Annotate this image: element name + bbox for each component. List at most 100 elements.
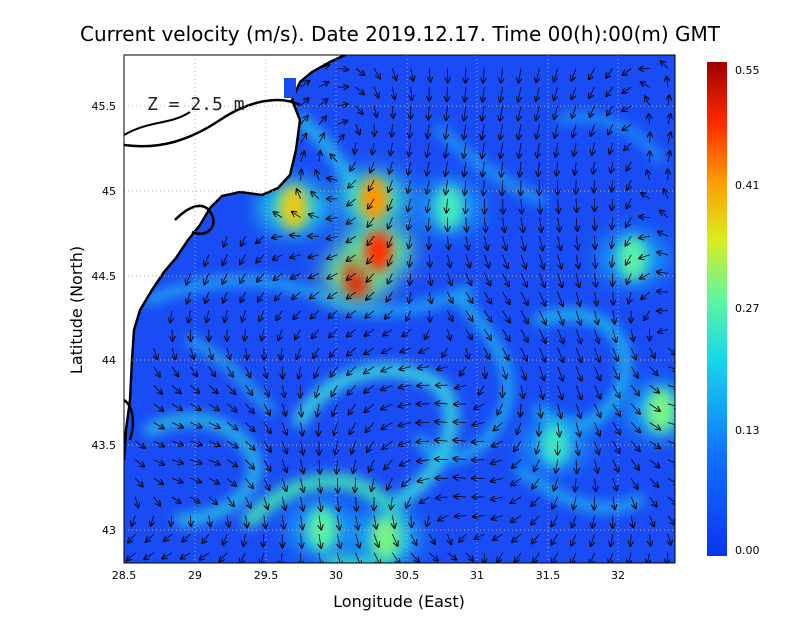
velocity-arrow bbox=[475, 533, 485, 539]
velocity-arrow bbox=[388, 273, 393, 283]
velocity-arrow bbox=[649, 347, 655, 358]
velocity-arrow bbox=[328, 291, 338, 298]
velocity-arrow bbox=[226, 384, 235, 394]
velocity-arrow bbox=[364, 384, 375, 393]
velocity-arrow bbox=[630, 496, 636, 508]
velocity-arrow bbox=[300, 81, 310, 88]
velocity-arrow bbox=[208, 366, 216, 377]
velocity-arrow bbox=[575, 366, 582, 381]
velocity-arrow bbox=[554, 68, 558, 82]
velocity-arrow bbox=[446, 198, 447, 213]
velocity-arrow bbox=[208, 477, 219, 483]
speed-hotspot bbox=[279, 185, 308, 230]
velocity-arrow bbox=[667, 477, 675, 484]
velocity-arrow bbox=[373, 68, 380, 79]
velocity-arrow bbox=[521, 236, 525, 250]
velocity-arrow bbox=[347, 198, 356, 206]
velocity-arrow bbox=[459, 533, 467, 542]
velocity-arrow bbox=[417, 441, 430, 442]
velocity-arrow bbox=[518, 68, 521, 83]
velocity-arrow bbox=[263, 459, 271, 471]
velocity-arrow bbox=[331, 366, 338, 377]
velocity-arrow bbox=[576, 422, 580, 437]
velocity-arrow bbox=[256, 254, 265, 263]
velocity-arrow bbox=[557, 385, 563, 399]
velocity-arrow bbox=[650, 534, 651, 545]
velocity-arrow bbox=[631, 515, 633, 528]
velocity-arrow bbox=[153, 477, 163, 484]
y-tick-label: 45.5 bbox=[92, 100, 117, 113]
velocity-arrows bbox=[127, 61, 675, 563]
velocity-arrow bbox=[594, 180, 595, 192]
velocity-arrow bbox=[502, 347, 509, 360]
velocity-arrow bbox=[428, 105, 429, 120]
velocity-arrow bbox=[135, 478, 142, 486]
velocity-arrow bbox=[309, 273, 320, 278]
velocity-arrow bbox=[575, 291, 580, 306]
velocity-arrow bbox=[355, 105, 363, 114]
velocity-arrow bbox=[300, 385, 301, 397]
velocity-arrow bbox=[246, 515, 248, 528]
velocity-arrow bbox=[290, 235, 301, 236]
velocity-arrow bbox=[539, 254, 543, 269]
velocity-arrow bbox=[314, 366, 320, 378]
velocity-arrow bbox=[146, 533, 154, 542]
velocity-arrow bbox=[151, 515, 154, 526]
velocity-arrow bbox=[657, 291, 668, 292]
velocity-arrow bbox=[347, 217, 356, 224]
velocity-arrow bbox=[521, 198, 522, 214]
velocity-arrow bbox=[274, 273, 283, 280]
velocity-arrow bbox=[552, 496, 559, 508]
velocity-arrow bbox=[417, 460, 430, 462]
velocity-arrow bbox=[316, 170, 319, 181]
velocity-arrow bbox=[667, 440, 675, 445]
velocity-arrow bbox=[282, 496, 285, 510]
velocity-arrow bbox=[612, 366, 619, 379]
velocity-arrow bbox=[611, 236, 612, 248]
velocity-arrow bbox=[132, 515, 136, 526]
velocity-arrow bbox=[181, 552, 191, 559]
velocity-arrow bbox=[337, 121, 347, 125]
velocity-arrow bbox=[539, 422, 540, 436]
colorbar-tick-label: 0.13 bbox=[735, 424, 760, 437]
velocity-arrow bbox=[319, 534, 321, 548]
velocity-arrow bbox=[447, 291, 453, 303]
velocity-arrow bbox=[608, 124, 614, 134]
velocity-arrow bbox=[539, 236, 542, 250]
velocity-arrow bbox=[274, 212, 283, 218]
velocity-arrow bbox=[365, 403, 375, 413]
velocity-arrow bbox=[572, 515, 577, 528]
velocity-arrow bbox=[310, 291, 320, 298]
velocity-arrow bbox=[595, 310, 598, 325]
velocity-arrow bbox=[300, 98, 309, 107]
velocity-arrow bbox=[532, 533, 540, 543]
velocity-arrow bbox=[224, 236, 228, 247]
velocity-arrow bbox=[484, 217, 486, 232]
y-tick-label: 43.5 bbox=[92, 439, 117, 452]
velocity-arrow bbox=[502, 273, 509, 286]
velocity-arrow bbox=[428, 217, 429, 231]
velocity-arrow bbox=[336, 135, 343, 144]
velocity-arrow bbox=[399, 423, 411, 426]
velocity-arrow bbox=[164, 533, 173, 541]
velocity-arrow bbox=[640, 273, 650, 278]
velocity-arrow bbox=[209, 347, 212, 359]
velocity-arrow bbox=[355, 478, 356, 492]
velocity-arrow bbox=[536, 87, 540, 101]
velocity-arrow bbox=[290, 255, 301, 258]
velocity-arrow bbox=[334, 422, 337, 436]
velocity-arrow bbox=[539, 198, 540, 213]
velocity-arrow bbox=[256, 235, 265, 243]
velocity-arrow bbox=[190, 366, 197, 377]
velocity-arrow bbox=[520, 161, 522, 177]
velocity-arrow bbox=[539, 273, 544, 287]
velocity-arrow bbox=[171, 460, 183, 464]
velocity-arrow bbox=[264, 366, 267, 378]
velocity-arrow bbox=[223, 534, 227, 545]
velocity-arrow bbox=[187, 291, 191, 303]
speed-hotspots bbox=[259, 172, 675, 563]
velocity-arrow bbox=[392, 552, 399, 563]
velocity-arrow bbox=[172, 329, 173, 341]
velocity-arrow bbox=[557, 310, 564, 325]
velocity-arrow bbox=[612, 440, 620, 453]
